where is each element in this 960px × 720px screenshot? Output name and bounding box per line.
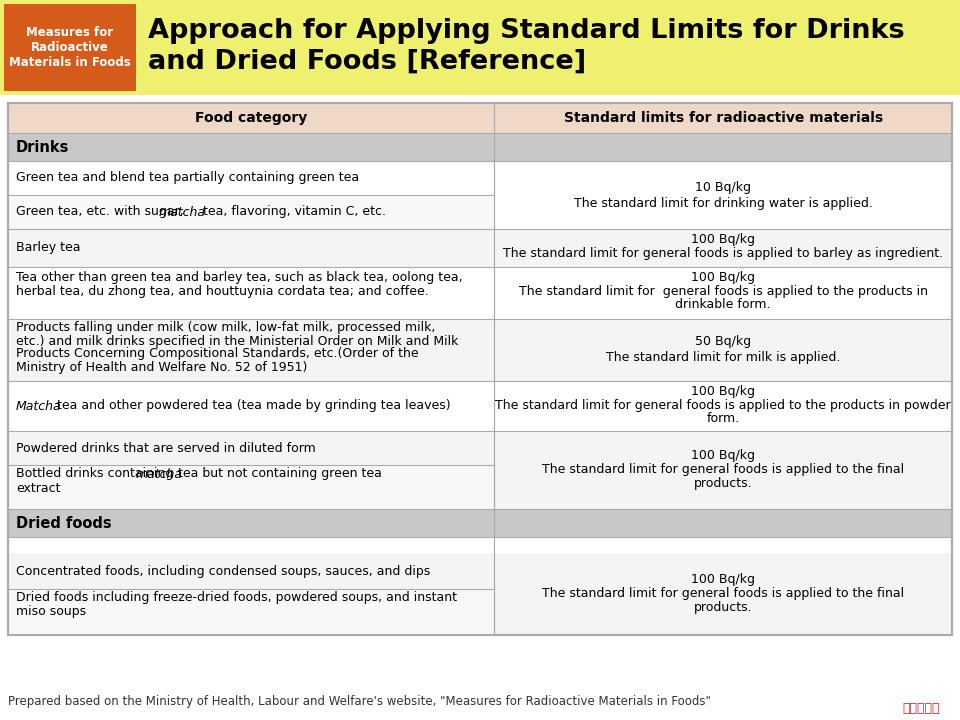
FancyBboxPatch shape: [8, 553, 494, 589]
Text: tea, flavoring, vitamin C, etc.: tea, flavoring, vitamin C, etc.: [199, 205, 386, 218]
Text: Measures for
Radioactive
Materials in Foods: Measures for Radioactive Materials in Fo…: [10, 26, 131, 69]
Text: Drinks: Drinks: [16, 140, 69, 155]
Text: Prepared based on the Ministry of Health, Labour and Welfare's website, "Measure: Prepared based on the Ministry of Health…: [8, 696, 710, 708]
Text: 50 Bq/kg: 50 Bq/kg: [695, 336, 751, 348]
Text: Powdered drinks that are served in diluted form: Powdered drinks that are served in dilut…: [16, 441, 316, 454]
Text: drinkable form.: drinkable form.: [675, 299, 771, 312]
Text: The standard limit for milk is applied.: The standard limit for milk is applied.: [606, 351, 840, 364]
Text: Products Concerning Compositional Standards, etc.(Order of the: Products Concerning Compositional Standa…: [16, 348, 419, 361]
Text: matcha: matcha: [136, 467, 183, 480]
Text: The standard limit for drinking water is applied.: The standard limit for drinking water is…: [574, 197, 873, 210]
FancyBboxPatch shape: [8, 431, 494, 465]
Text: matcha: matcha: [159, 205, 206, 218]
FancyBboxPatch shape: [8, 229, 952, 267]
Text: Matcha: Matcha: [16, 400, 61, 413]
FancyBboxPatch shape: [8, 103, 952, 133]
Text: Concentrated foods, including condensed soups, sauces, and dips: Concentrated foods, including condensed …: [16, 564, 430, 577]
FancyBboxPatch shape: [494, 553, 952, 635]
FancyBboxPatch shape: [8, 537, 952, 553]
Text: Approach for Applying Standard Limits for Drinks
and Dried Foods [Reference]: Approach for Applying Standard Limits fo…: [148, 19, 904, 74]
FancyBboxPatch shape: [494, 161, 952, 229]
Text: 100 Bq/kg: 100 Bq/kg: [691, 233, 756, 246]
Text: Green tea and blend tea partially containing green tea: Green tea and blend tea partially contai…: [16, 171, 359, 184]
Text: 厚生労働省: 厚生労働省: [902, 701, 940, 714]
Text: The standard limit for general foods is applied to barley as ingredient.: The standard limit for general foods is …: [503, 246, 943, 259]
FancyBboxPatch shape: [8, 465, 494, 509]
Text: Standard limits for radioactive materials: Standard limits for radioactive material…: [564, 111, 882, 125]
FancyBboxPatch shape: [8, 133, 952, 161]
Text: extract: extract: [16, 482, 60, 495]
Text: tea but not containing green tea: tea but not containing green tea: [174, 467, 382, 480]
FancyBboxPatch shape: [4, 4, 136, 91]
Text: 100 Bq/kg: 100 Bq/kg: [691, 384, 756, 397]
Text: etc.) and milk drinks specified in the Ministerial Order on Milk and Milk: etc.) and milk drinks specified in the M…: [16, 335, 458, 348]
Text: Tea other than green tea and barley tea, such as black tea, oolong tea,: Tea other than green tea and barley tea,…: [16, 271, 463, 284]
Text: Barley tea: Barley tea: [16, 241, 81, 254]
FancyBboxPatch shape: [8, 589, 494, 635]
Text: The standard limit for general foods is applied to the final: The standard limit for general foods is …: [542, 464, 904, 477]
Text: products.: products.: [694, 601, 753, 614]
Text: herbal tea, du zhong tea, and houttuynia cordata tea; and coffee.: herbal tea, du zhong tea, and houttuynia…: [16, 284, 429, 297]
Text: miso soups: miso soups: [16, 606, 86, 618]
Text: The standard limit for general foods is applied to the final: The standard limit for general foods is …: [542, 588, 904, 600]
Text: Dried foods including freeze-dried foods, powdered soups, and instant: Dried foods including freeze-dried foods…: [16, 592, 457, 605]
FancyBboxPatch shape: [8, 381, 952, 431]
Text: Products falling under milk (cow milk, low-fat milk, processed milk,: Products falling under milk (cow milk, l…: [16, 322, 436, 335]
Text: 100 Bq/kg: 100 Bq/kg: [691, 574, 756, 587]
FancyBboxPatch shape: [8, 509, 952, 537]
Text: Dried foods: Dried foods: [16, 516, 111, 531]
Text: 10 Bq/kg: 10 Bq/kg: [695, 181, 751, 194]
Text: tea and other powdered tea (tea made by grinding tea leaves): tea and other powdered tea (tea made by …: [53, 400, 450, 413]
Text: Bottled drinks containing: Bottled drinks containing: [16, 467, 178, 480]
Text: Green tea, etc. with sugar,: Green tea, etc. with sugar,: [16, 205, 188, 218]
Text: The standard limit for  general foods is applied to the products in: The standard limit for general foods is …: [518, 284, 927, 297]
Text: 100 Bq/kg: 100 Bq/kg: [691, 449, 756, 462]
Text: products.: products.: [694, 477, 753, 490]
Text: The standard limit for general foods is applied to the products in powder: The standard limit for general foods is …: [495, 398, 951, 412]
Text: 100 Bq/kg: 100 Bq/kg: [691, 271, 756, 284]
Text: Ministry of Health and Welfare No. 52 of 1951): Ministry of Health and Welfare No. 52 of…: [16, 361, 307, 374]
Text: form.: form.: [707, 413, 739, 426]
FancyBboxPatch shape: [8, 161, 494, 195]
FancyBboxPatch shape: [494, 431, 952, 509]
FancyBboxPatch shape: [8, 267, 952, 319]
Text: Food category: Food category: [195, 111, 307, 125]
FancyBboxPatch shape: [0, 0, 960, 95]
FancyBboxPatch shape: [8, 195, 494, 229]
FancyBboxPatch shape: [8, 319, 952, 381]
